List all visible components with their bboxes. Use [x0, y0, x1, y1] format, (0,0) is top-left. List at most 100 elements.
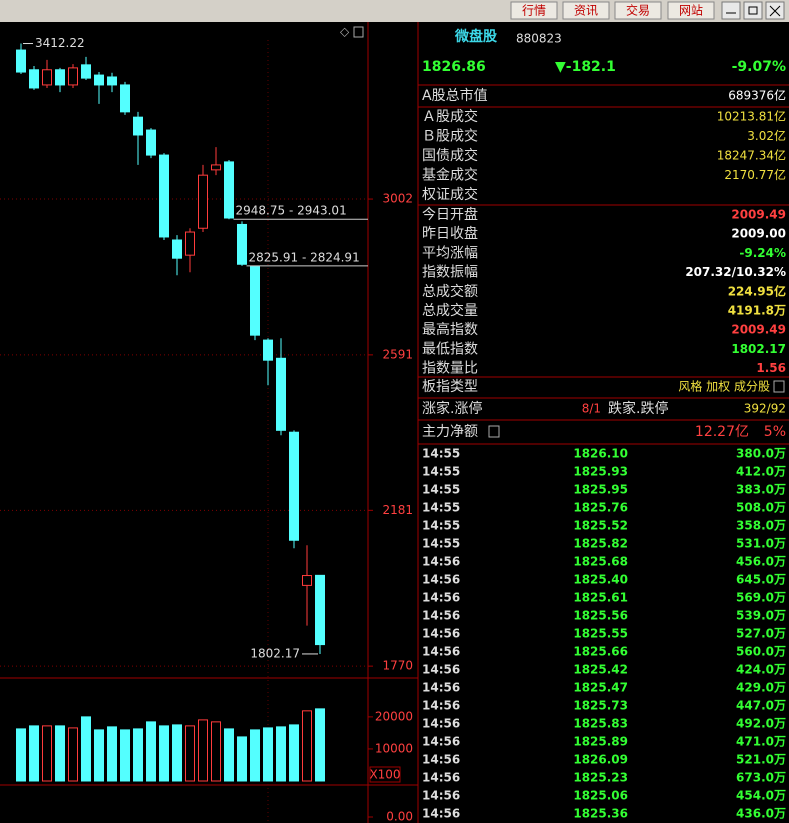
tick-time: 14:55 [422, 519, 460, 533]
volume-bar [302, 710, 312, 782]
toolbar-button-label[interactable]: 网站 [679, 4, 703, 18]
tick-volume: 645.0万 [736, 573, 786, 587]
tick-volume: 521.0万 [736, 753, 786, 767]
unit-box [369, 766, 401, 783]
info-value: 1802.17 [731, 342, 786, 356]
diamond-icon[interactable]: ◇ [340, 25, 350, 39]
annotation-label: 3412.22 [35, 36, 85, 50]
toolbar-button[interactable] [510, 1, 558, 20]
info-value: 12.27亿 [695, 424, 749, 440]
toolbar-button-label[interactable]: 行情 [522, 4, 546, 18]
info-label: 昨日收盘 [422, 225, 478, 242]
tick-price: 1825.61 [573, 591, 628, 605]
tick-time: 14:56 [422, 591, 460, 605]
toolbar-button[interactable] [562, 1, 610, 20]
unit-label: X100 [369, 768, 400, 782]
volume-bar [289, 724, 299, 782]
volume-bar [237, 736, 247, 782]
quote-change-pct: -9.07% [732, 59, 786, 75]
tick-volume: 527.0万 [736, 627, 786, 641]
tick-volume: 454.0万 [736, 789, 786, 803]
info-value: 2009.00 [731, 227, 786, 241]
candle-body [276, 357, 286, 431]
toolbar-button[interactable] [667, 1, 715, 20]
tick-time: 14:56 [422, 627, 460, 641]
tick-time: 14:56 [422, 717, 460, 731]
panel-icon[interactable] [353, 26, 364, 38]
tick-time: 14:56 [422, 735, 460, 749]
volume-bar [133, 728, 143, 782]
quote-name: 微盘股 [454, 28, 498, 45]
toolbar-button-label[interactable]: 交易 [626, 3, 650, 18]
tick-volume: 560.0万 [736, 645, 786, 659]
info-label: Ａ股成交 [422, 108, 478, 125]
volume-bar [120, 729, 130, 782]
tick-time: 14:56 [422, 681, 460, 695]
tick-time: 14:56 [422, 789, 460, 803]
tick-price: 1825.55 [573, 627, 628, 641]
close-icon [769, 5, 781, 17]
volume-bar [224, 728, 234, 782]
tick-time: 14:55 [422, 483, 460, 497]
volume-bar [81, 716, 91, 782]
tick-price: 1825.73 [573, 699, 628, 713]
info-value: 4191.8万 [728, 304, 786, 318]
candle-body [250, 266, 260, 336]
candle-body [16, 49, 26, 73]
info-value: 18247.34亿 [717, 148, 786, 163]
tick-time: 14:56 [422, 663, 460, 677]
tick-volume: 531.0万 [736, 537, 786, 551]
tick-volume: 436.0万 [736, 807, 786, 821]
candle-body [81, 64, 91, 79]
tick-price: 1825.68 [573, 555, 628, 569]
candle-body [133, 116, 143, 136]
index-type-options[interactable]: 风格 加权 成分股 [678, 379, 770, 394]
info-label: 涨家.涨停 [422, 400, 482, 417]
info-label: 板指类型 [422, 379, 478, 395]
volume-bar [55, 725, 65, 782]
tick-volume: 383.0万 [736, 483, 786, 497]
candle-body [315, 574, 325, 646]
tick-price: 1825.47 [573, 681, 628, 695]
candle-body [224, 161, 234, 219]
menu-icon[interactable] [773, 380, 785, 393]
tick-price: 1825.93 [573, 465, 628, 479]
toolbar-button[interactable] [614, 1, 662, 20]
tick-volume: 380.0万 [736, 447, 786, 461]
volume-bar [276, 726, 286, 782]
info-label: 指数振幅 [422, 265, 478, 281]
info-value: 5% [764, 424, 786, 440]
info-label: 总成交额 [422, 283, 478, 300]
volume-bar [16, 728, 26, 782]
info-label: 平均涨幅 [422, 245, 478, 261]
info-value: 1.56 [756, 361, 786, 375]
info-label: A股总市值 [422, 87, 488, 104]
candle-body [159, 154, 169, 238]
tick-volume: 412.0万 [736, 465, 786, 479]
y-tick-label: 10000 [375, 741, 413, 755]
candle-body [237, 223, 247, 265]
minimize-button[interactable] [721, 1, 741, 20]
restore-button[interactable] [743, 1, 763, 20]
tick-price: 1825.66 [573, 645, 628, 659]
tick-price: 1825.36 [573, 807, 628, 821]
tick-time: 14:55 [422, 465, 460, 479]
tick-price: 1825.42 [573, 663, 628, 677]
candle-body [55, 69, 65, 86]
candle-body [94, 74, 104, 86]
info-value: 2170.77亿 [724, 167, 786, 182]
toolbar-button-label[interactable]: 资讯 [574, 4, 598, 18]
tick-volume: 429.0万 [736, 681, 786, 695]
tick-price: 1825.23 [573, 771, 628, 785]
tick-volume: 508.0万 [736, 501, 786, 515]
tick-price: 1825.89 [573, 735, 628, 749]
menu-icon[interactable] [488, 425, 500, 438]
info-value: -9.24% [739, 246, 786, 260]
tick-volume: 673.0万 [736, 771, 786, 785]
tick-price: 1825.52 [573, 519, 628, 533]
y-tick-label: 2591 [382, 347, 413, 361]
y-tick-label: 0.00 [386, 810, 413, 823]
volume-bar [29, 725, 39, 782]
